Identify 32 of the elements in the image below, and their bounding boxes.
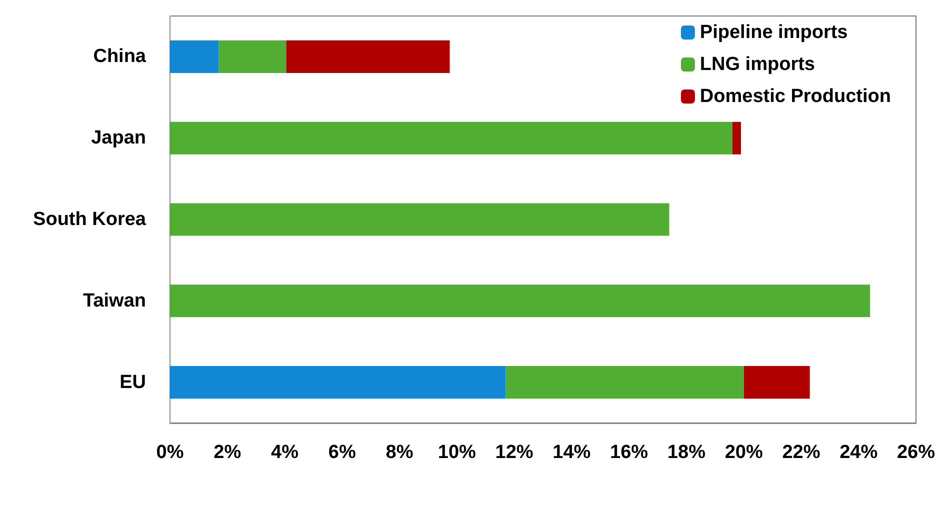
legend-label: LNG imports xyxy=(700,54,815,75)
legend-label: Domestic Production xyxy=(700,86,891,107)
x-tick-label: 4% xyxy=(271,442,299,463)
bar xyxy=(170,40,219,73)
y-tick-label: Japan xyxy=(91,128,146,149)
y-tick-label: EU xyxy=(120,372,146,393)
x-tick-label: 20% xyxy=(724,442,763,463)
x-tick-label: 16% xyxy=(610,442,648,463)
x-tick-label: 0% xyxy=(156,442,184,463)
bar xyxy=(744,366,810,399)
legend-label: Pipeline imports xyxy=(700,22,848,43)
x-tick-label: 6% xyxy=(328,442,356,463)
bar xyxy=(732,122,741,154)
y-tick-label: South Korea xyxy=(33,209,146,230)
bar xyxy=(170,203,670,236)
bar xyxy=(170,366,506,399)
x-tick-label: 24% xyxy=(840,442,878,463)
x-tick-label: 12% xyxy=(495,442,534,463)
x-tick-label: 2% xyxy=(214,442,242,463)
bar xyxy=(170,284,870,318)
y-tick-label: China xyxy=(93,46,146,68)
x-tick-label: 14% xyxy=(552,442,591,463)
bar xyxy=(286,40,450,73)
x-tick-label: 22% xyxy=(782,442,820,463)
bar xyxy=(218,40,286,73)
y-tick-label: Taiwan xyxy=(83,290,146,312)
x-tick-label: 18% xyxy=(667,442,706,463)
x-tick-label: 10% xyxy=(438,442,476,463)
x-tick-label: 8% xyxy=(386,442,414,463)
x-tick-label: 26% xyxy=(896,442,936,463)
bar xyxy=(506,366,744,399)
bar xyxy=(170,122,732,154)
